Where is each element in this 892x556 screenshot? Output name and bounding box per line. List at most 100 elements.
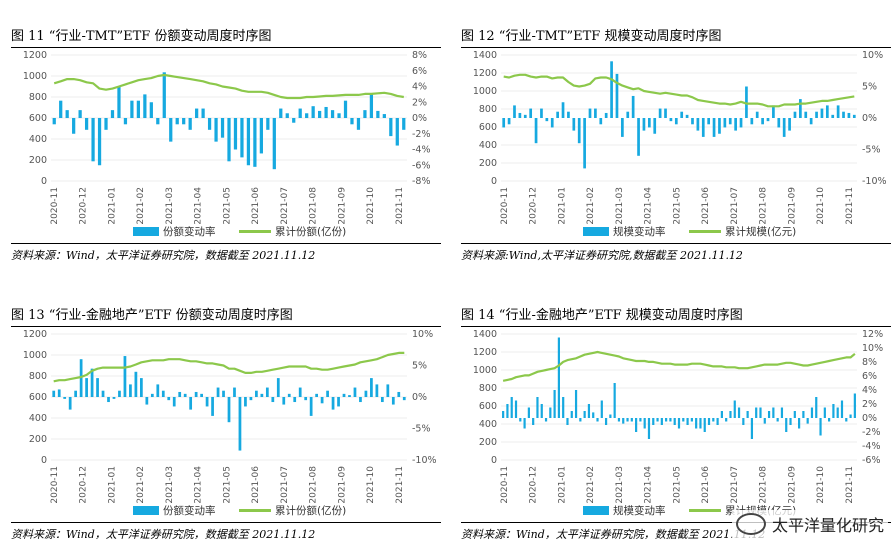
bar — [507, 118, 511, 125]
line-series — [502, 350, 856, 382]
legend-bar-swatch — [583, 227, 609, 236]
source-note: 资料来源：Wind，太平洋证券研究院，数据截至 2021.11.12 — [461, 522, 891, 542]
watermark-text: 太平洋量化研究 — [771, 516, 884, 535]
legend-line-label: 累计规模(亿元) — [725, 225, 796, 238]
bar — [815, 397, 818, 418]
x-tick-label: 2021-10 — [816, 466, 826, 504]
bar — [712, 118, 716, 137]
bar — [233, 387, 236, 397]
bar — [376, 110, 380, 118]
x-tick-label: 2021-05 — [222, 466, 232, 504]
bar — [279, 108, 283, 118]
bar — [65, 110, 69, 119]
bar — [331, 397, 335, 410]
x-tick-label: 2021-01 — [557, 466, 567, 504]
bar — [549, 407, 552, 418]
left-tick-label: 1400 — [473, 51, 497, 61]
bar — [74, 390, 78, 397]
x-tick-label: 2021-09 — [787, 466, 797, 504]
bar — [806, 418, 809, 424]
bar — [305, 113, 309, 118]
bar — [604, 112, 608, 118]
bar — [123, 356, 127, 397]
bar — [685, 114, 689, 118]
x-tick-label: 2021-11 — [845, 187, 855, 225]
bar — [380, 397, 384, 403]
bar — [260, 393, 264, 397]
legend-bar-swatch — [133, 227, 159, 236]
right-tick-label: 6% — [412, 66, 427, 77]
right-tick-label: -4% — [862, 441, 881, 452]
bar — [134, 371, 138, 397]
bar — [143, 94, 147, 119]
bar — [728, 118, 732, 125]
bar — [337, 397, 340, 407]
bar — [97, 118, 102, 166]
bar — [579, 418, 582, 422]
bar — [375, 384, 379, 397]
bar — [194, 391, 198, 397]
bar — [59, 100, 63, 118]
bar — [557, 337, 560, 418]
bar — [214, 118, 218, 142]
bar — [718, 118, 721, 134]
bar — [680, 111, 684, 118]
bar — [776, 418, 779, 422]
bar — [699, 418, 702, 429]
bar — [364, 390, 368, 397]
x-tick-label: 2021-10 — [816, 187, 826, 225]
right-tick-label: -2% — [412, 129, 431, 140]
bar — [395, 118, 399, 146]
bar — [402, 397, 406, 401]
bar — [298, 108, 302, 118]
bar — [506, 404, 509, 418]
bar — [626, 418, 629, 422]
bar — [669, 418, 672, 422]
bar — [785, 418, 788, 432]
bar — [831, 114, 835, 118]
right-tick-label: 4% — [862, 385, 877, 396]
bar — [123, 118, 128, 125]
chart-fig14: 0 200 400 600 800 1000 1200 1400 -6% -4% -2% 0% 2% 4%… — [473, 330, 883, 517]
bar — [536, 397, 539, 418]
bar — [849, 414, 852, 418]
bar — [759, 407, 762, 418]
bar — [309, 397, 313, 416]
bar — [621, 118, 624, 137]
bar — [255, 390, 258, 397]
bar — [588, 108, 592, 118]
bar — [652, 418, 655, 425]
bar — [101, 390, 105, 397]
bar — [330, 110, 335, 119]
bar — [216, 387, 220, 397]
bar — [777, 118, 781, 128]
bar — [733, 400, 736, 418]
bar — [745, 86, 748, 118]
x-tick-label: 2021-02 — [586, 187, 596, 225]
bar — [723, 118, 727, 128]
bar — [359, 397, 362, 403]
x-tick-label: 2021-04 — [194, 187, 204, 225]
bar — [832, 404, 835, 418]
bar — [149, 102, 153, 118]
line-series — [503, 73, 855, 108]
wechat-icon — [735, 513, 766, 535]
bar — [57, 389, 61, 397]
chart-fig13: 0 200 400 600 800 1000 1200 -10% -5% 0% 5% 10% 2020-… — [23, 330, 437, 517]
bar — [315, 393, 318, 397]
legend-line-label: 累计份额(亿份) — [275, 225, 346, 238]
bar — [637, 118, 640, 156]
legend-bar-label: 规模变动率 — [613, 504, 666, 517]
bar — [129, 384, 132, 397]
bar — [691, 118, 694, 125]
bar — [853, 393, 856, 418]
panel-fig13: 图 13 “行业-金融地产”ETF 份额变动周度时序图 0 200 400 600 80… — [11, 306, 441, 556]
right-tick-label: -4% — [412, 145, 431, 156]
bar — [690, 418, 693, 422]
right-tick-label: 8% — [412, 51, 427, 61]
bar — [686, 418, 689, 425]
x-tick-label: 2020-12 — [79, 466, 89, 504]
chart-fig12: 0 200 400 600 800 1000 1200 1400 -10% -5% 0% 5% 10% 2… — [473, 51, 887, 238]
left-tick-label: 0 — [41, 176, 47, 187]
x-tick-label: 2021-09 — [337, 187, 347, 225]
